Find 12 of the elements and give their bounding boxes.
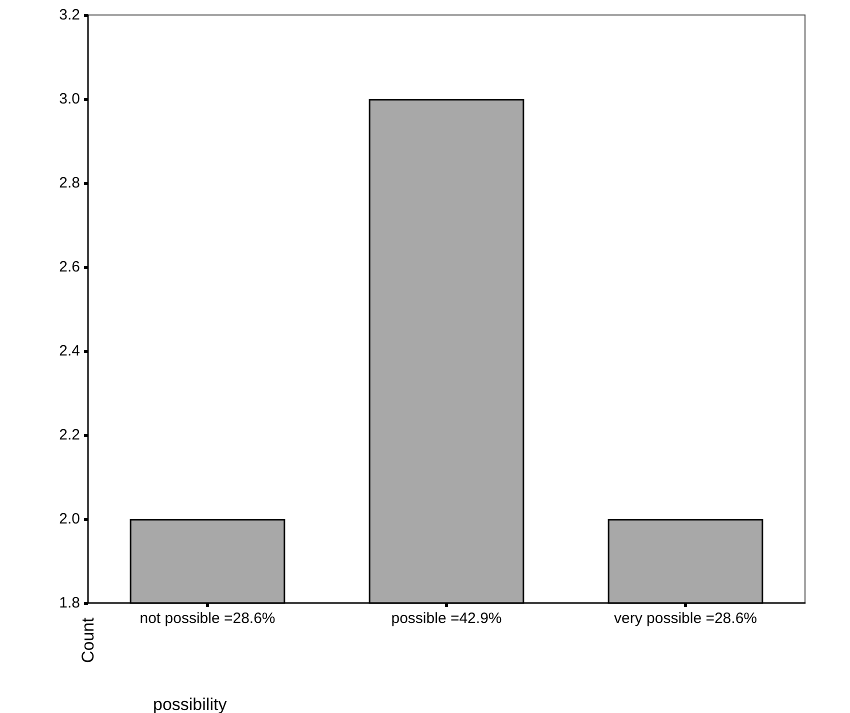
x-tick-label: very possible =28.6%: [614, 610, 757, 627]
y-tick-label: 2.8: [59, 174, 80, 192]
y-tick-label: 3.2: [59, 6, 80, 24]
y-tick-label: 1.8: [59, 594, 80, 612]
y-tick-label: 2.4: [59, 342, 80, 360]
y-tick-label: 3.0: [59, 90, 80, 108]
y-tick-label: 2.6: [59, 258, 80, 276]
x-tick-label: possible =42.9%: [391, 610, 502, 627]
y-tick-label: 2.2: [59, 426, 80, 444]
y-tick-label: 2.0: [59, 510, 80, 528]
x-tick-label: not possible =28.6%: [140, 610, 276, 627]
y-axis-title: Count: [78, 617, 98, 663]
